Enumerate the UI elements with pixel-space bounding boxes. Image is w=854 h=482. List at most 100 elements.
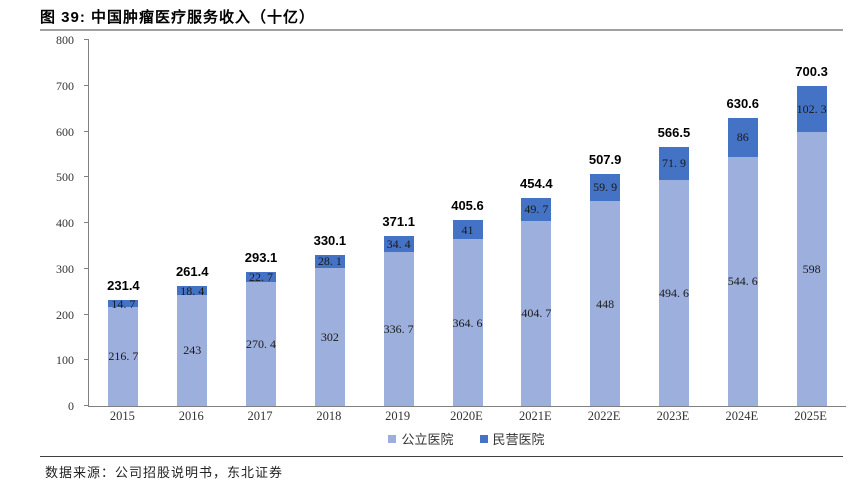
bar-label-public: 243 — [183, 343, 202, 358]
y-tick-label: 600 — [56, 124, 74, 139]
y-axis-labels: 0 100 200 300 400 500 600 700 800 — [0, 33, 80, 413]
bar-segment-public — [452, 239, 483, 406]
y-tick-mark — [84, 313, 89, 315]
y-tick-label: 500 — [56, 170, 74, 185]
source-divider — [40, 456, 843, 457]
bar-segment-public — [177, 294, 208, 406]
bar-segment-private — [383, 236, 414, 252]
bar-segment-public — [246, 282, 277, 406]
bar-label-public: 216. 7 — [108, 349, 139, 364]
y-tick-mark — [84, 176, 89, 178]
bar-label-public: 364. 6 — [452, 315, 483, 330]
y-tick-mark — [84, 405, 89, 406]
bar-total-label: 330.1 — [313, 232, 347, 248]
x-tick-label: 2024E — [725, 409, 759, 423]
bar-label-public: 598 — [802, 262, 821, 277]
bar-label-private: 18. 4 — [180, 283, 205, 298]
y-tick-label: 0 — [68, 399, 74, 413]
y-tick-mark — [84, 267, 89, 269]
bar-2017: 270. 4 22. 7 293.1 — [244, 40, 278, 406]
x-tick-label: 2025E — [794, 409, 827, 423]
bar-2025E: 598 102. 3 700.3 — [795, 40, 828, 406]
bar-segment-private — [658, 146, 689, 180]
bar-label-public: 336. 7 — [383, 321, 414, 336]
bar-segment-private — [590, 173, 621, 202]
bar-label-private: 22. 7 — [249, 270, 274, 285]
y-tick-mark — [84, 84, 89, 86]
plot-area: 216. 7 14. 7 231.4 243 18. 4 261.4 270. 4 22. 7… — [84, 39, 846, 407]
bar-2020E: 364. 6 41 405.6 — [451, 40, 484, 406]
x-tick-label: 2015 — [109, 409, 135, 423]
bar-total-label: 700.3 — [795, 63, 828, 79]
legend-label-public: 公立医院 — [401, 432, 454, 447]
legend: 公立医院 民营医院 — [88, 429, 845, 448]
figure-title: 图 39: 中国肿瘤医疗服务收入（十亿） — [40, 9, 316, 26]
bar-segment-public — [383, 251, 414, 406]
bar-total-label: 566.5 — [657, 124, 691, 140]
y-tick-mark — [84, 359, 89, 361]
bar-label-public: 404. 7 — [521, 306, 552, 321]
bar-label-private: 34. 4 — [386, 237, 411, 252]
bar-segment-private — [177, 286, 208, 295]
title-divider — [40, 29, 843, 31]
bar-label-private: 102. 3 — [796, 102, 827, 117]
bar-total-label: 293.1 — [244, 249, 278, 265]
bar-2016: 243 18. 4 261.4 — [175, 40, 209, 406]
x-tick-label: 2022E — [587, 409, 621, 423]
bar-segment-public — [658, 179, 689, 406]
x-axis-labels: 2015 2016 2017 2018 2019 2020E 2021E 2022E 2023E… — [88, 409, 845, 427]
bar-label-public: 494. 6 — [658, 285, 689, 300]
x-tick-label: 2019 — [385, 409, 411, 423]
bar-segment-private — [521, 198, 552, 221]
bar-label-private: 86 — [736, 130, 749, 145]
bar-2018: 302 28. 1 330.1 — [313, 40, 347, 406]
bar-total-label: 231.4 — [107, 278, 140, 294]
bar-segment-public — [590, 201, 621, 406]
bar-segment-private — [246, 271, 277, 283]
bar-segment-private — [452, 220, 483, 240]
bar-segment-public — [108, 306, 139, 406]
bar-segment-public — [727, 156, 758, 406]
bar-label-private: 28. 1 — [317, 254, 342, 269]
bar-segment-private — [314, 255, 345, 268]
bar-total-label: 371.1 — [382, 214, 415, 230]
bar-segment-private — [727, 117, 758, 157]
bar-segment-public — [521, 220, 552, 406]
bar-segment-public — [796, 132, 827, 406]
x-tick-label: 2018 — [316, 409, 342, 423]
y-tick-label: 200 — [56, 307, 74, 322]
y-tick-label: 300 — [56, 261, 74, 276]
legend-label-private: 民营医院 — [492, 432, 545, 447]
y-tick-label: 800 — [56, 33, 74, 47]
legend-swatch-private-icon — [479, 434, 488, 443]
bar-2022E: 448 59. 9 507.9 — [588, 40, 622, 406]
bar-label-public: 302 — [320, 329, 339, 344]
x-tick-label: 2023E — [656, 409, 690, 423]
y-tick-label: 400 — [56, 216, 74, 230]
x-tick-label: 2016 — [178, 409, 204, 423]
bar-label-public: 544. 6 — [727, 274, 758, 289]
bar-total-label: 507.9 — [588, 151, 622, 167]
x-tick-label: 2017 — [247, 409, 273, 423]
bar-label-private: 41 — [461, 222, 474, 237]
bar-total-label: 454.4 — [520, 176, 553, 192]
legend-item-private: 民营医院 — [479, 429, 545, 448]
bar-segment-private — [796, 85, 827, 133]
bar-label-public: 270. 4 — [246, 337, 277, 352]
bar-segment-private — [108, 300, 139, 307]
data-source: 数据来源：公司招股说明书，东北证券 — [45, 465, 284, 480]
bar-2023E: 494. 6 71. 9 566.5 — [657, 40, 691, 406]
legend-item-public: 公立医院 — [388, 429, 454, 448]
y-tick-label: 700 — [56, 78, 74, 93]
x-tick-label: 2021E — [518, 409, 552, 423]
bar-2021E: 404. 7 49. 7 454.4 — [520, 40, 553, 406]
bar-label-private: 59. 9 — [593, 180, 618, 195]
bar-segment-public — [314, 267, 345, 406]
bar-2019: 336. 7 34. 4 371.1 — [382, 40, 415, 406]
y-tick-label: 100 — [56, 353, 74, 368]
bar-total-label: 405.6 — [451, 198, 484, 214]
bar-total-label: 630.6 — [726, 95, 760, 111]
bar-label-private: 49. 7 — [524, 202, 549, 217]
bar-total-label: 261.4 — [175, 264, 209, 280]
